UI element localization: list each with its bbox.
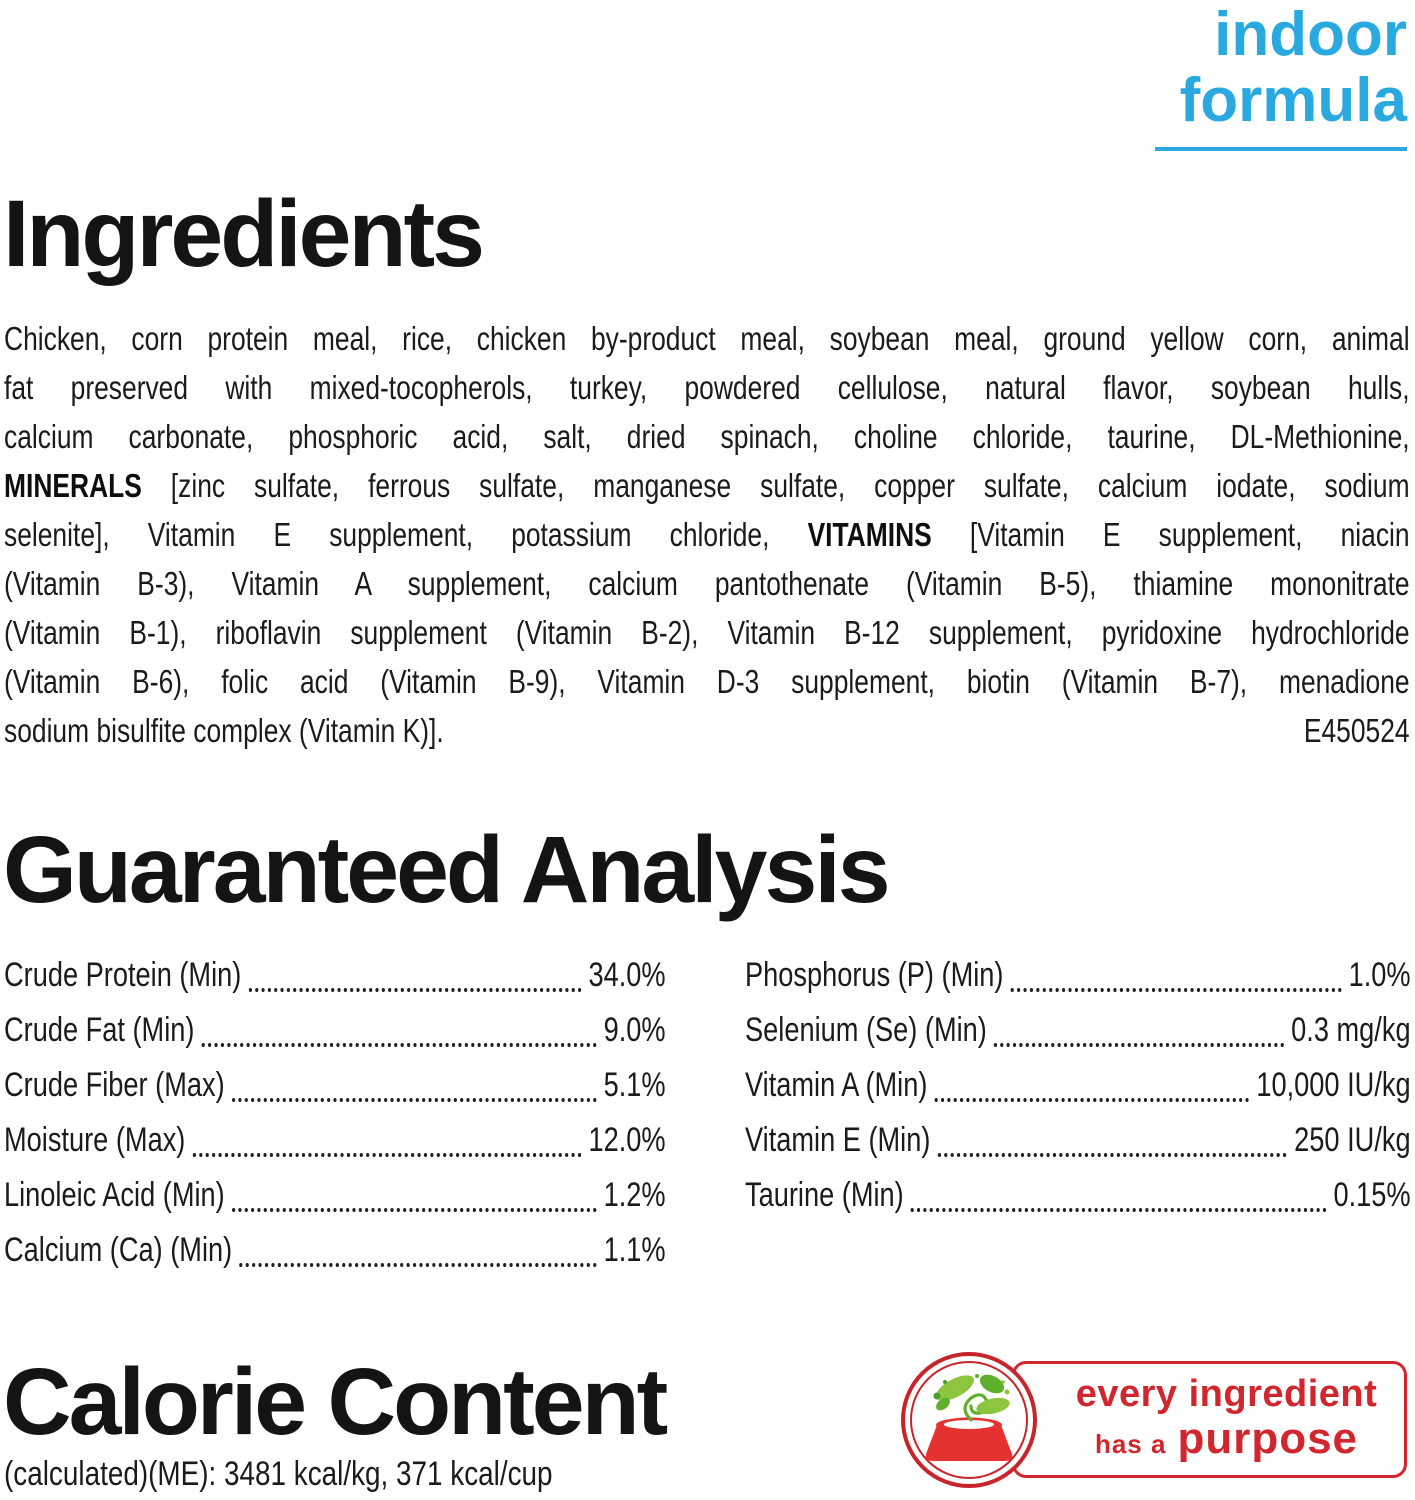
every-ingredient-badge: every ingredient has a purpose [888, 1346, 1415, 1498]
dot-leader [231, 1058, 597, 1102]
analysis-label: Vitamin E (Min) [745, 1121, 931, 1159]
dot-leader [231, 1168, 597, 1212]
badge-has-a: has a [1094, 1429, 1167, 1459]
dot-leader [201, 1003, 597, 1047]
analysis-row: Taurine (Min) 0.15% [745, 1168, 1411, 1223]
analysis-row: Selenium (Se) (Min) 0.3 mg/kg [745, 1003, 1411, 1058]
dot-leader [910, 1168, 1327, 1212]
analysis-row: Vitamin E (Min) 250 IU/kg [745, 1113, 1411, 1168]
analysis-value: 5.1% [603, 1066, 666, 1104]
ingredients-line: calcium carbonate, phosphoric acid, salt… [4, 418, 1410, 455]
dot-leader [937, 1113, 1287, 1157]
dot-leader [994, 1003, 1284, 1047]
brand-line-indoor: indoor [1214, 0, 1407, 69]
analysis-value: 34.0% [588, 956, 666, 994]
ingredients-line: (Vitamin B-6), folic acid (Vitamin B-9),… [4, 663, 1410, 700]
dot-leader [239, 1223, 597, 1267]
analysis-right-column: Phosphorus (P) (Min) 1.0% Selenium (Se) (… [745, 948, 1411, 1223]
analysis-left-column: Crude Protein (Min) 34.0% Crude Fat (Min)… [4, 948, 666, 1278]
analysis-row: Calcium (Ca) (Min) 1.1% [4, 1223, 666, 1278]
brand-formula-tag: indoor formula [1155, 2, 1407, 151]
guaranteed-analysis-title: Guaranteed Analysis [3, 817, 891, 923]
analysis-label: Vitamin A (Min) [745, 1066, 928, 1104]
ingredients-line-end: sodium bisulfite complex (Vitamin K)]. [4, 712, 444, 749]
analysis-row: Linoleic Acid (Min) 1.2% [4, 1168, 666, 1223]
dot-leader [1010, 948, 1342, 992]
analysis-label: Crude Protein (Min) [4, 956, 242, 994]
vitamins-bold-label: VITAMINS [807, 516, 970, 553]
dot-leader [192, 1113, 582, 1157]
analysis-label: Linoleic Acid (Min) [4, 1176, 225, 1214]
analysis-value: 1.1% [603, 1231, 666, 1269]
analysis-row: Vitamin A (Min) 10,000 IU/kg [745, 1058, 1411, 1113]
analysis-label: Taurine (Min) [745, 1176, 904, 1214]
ingredients-line: MINERALS [zinc sulfate, ferrous sulfate,… [4, 467, 1410, 504]
brand-underline [1155, 147, 1407, 151]
calorie-content-title: Calorie Content [3, 1349, 668, 1455]
analysis-label: Crude Fiber (Max) [4, 1066, 225, 1104]
analysis-row: Phosphorus (P) (Min) 1.0% [745, 948, 1411, 1003]
badge-line-1: every ingredient [1075, 1373, 1378, 1415]
ingredients-line: (Vitamin B-1), riboflavin supplement (Vi… [4, 614, 1410, 651]
analysis-row: Moisture (Max) 12.0% [4, 1113, 666, 1168]
ingredients-line: Chicken, corn protein meal, rice, chicke… [4, 320, 1410, 357]
lot-code: E450524 [1303, 712, 1410, 749]
calorie-content-values: (calculated)(ME): 3481 kcal/kg, 371 kcal… [4, 1455, 553, 1493]
analysis-value: 1.2% [603, 1176, 666, 1214]
analysis-label: Phosphorus (P) (Min) [745, 956, 1004, 994]
analysis-value: 10,000 IU/kg [1256, 1066, 1411, 1104]
bowl-leaves-icon [901, 1352, 1037, 1488]
dot-leader [934, 1058, 1250, 1102]
analysis-row: Crude Fat (Min) 9.0% [4, 1003, 666, 1058]
ingredients-title: Ingredients [3, 181, 485, 287]
ingredients-line: selenite], Vitamin E supplement, potassi… [4, 516, 1410, 553]
ingredients-line: (Vitamin B-3), Vitamin A supplement, cal… [4, 565, 1410, 602]
badge-purpose: purpose [1177, 1414, 1359, 1463]
minerals-bold-label: MINERALS [4, 467, 171, 504]
analysis-value: 1.0% [1348, 956, 1411, 994]
analysis-value: 12.0% [588, 1121, 666, 1159]
dot-leader [248, 948, 582, 992]
analysis-label: Selenium (Se) (Min) [745, 1011, 987, 1049]
analysis-row: Crude Protein (Min) 34.0% [4, 948, 666, 1003]
analysis-value: 0.15% [1333, 1176, 1411, 1214]
ingredients-paragraph: Chicken, corn protein meal, rice, chicke… [4, 314, 1415, 755]
analysis-value: 9.0% [603, 1011, 666, 1049]
analysis-value: 0.3 mg/kg [1291, 1011, 1411, 1049]
analysis-label: Calcium (Ca) (Min) [4, 1231, 233, 1269]
analysis-label: Moisture (Max) [4, 1121, 186, 1159]
ingredients-line: fat preserved with mixed-tocopherols, tu… [4, 369, 1410, 406]
analysis-row: Crude Fiber (Max) 5.1% [4, 1058, 666, 1113]
analysis-label: Crude Fat (Min) [4, 1011, 195, 1049]
brand-line-formula: formula [1179, 66, 1407, 135]
badge-text-box: every ingredient has a purpose [1012, 1361, 1407, 1478]
analysis-value: 250 IU/kg [1294, 1121, 1411, 1159]
ingredients-last-line: sodium bisulfite complex (Vitamin K)]. E… [4, 706, 1410, 755]
badge-line-2: has a purpose [1095, 1416, 1358, 1467]
